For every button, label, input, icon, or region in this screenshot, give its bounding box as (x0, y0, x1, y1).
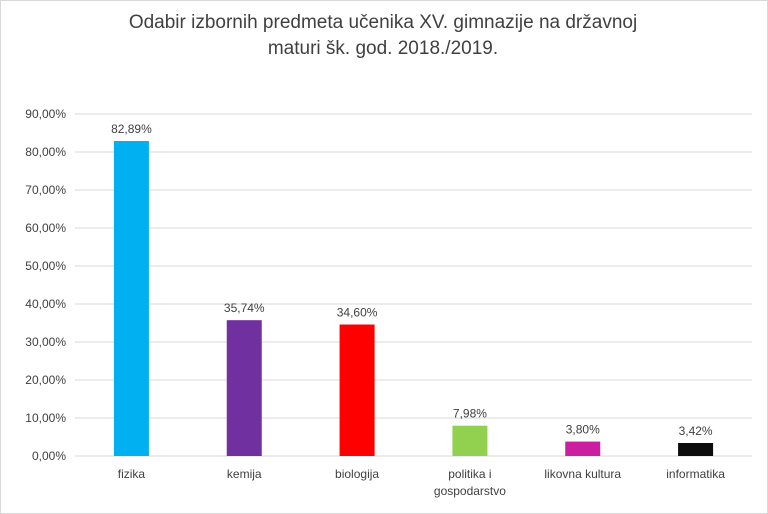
bar (452, 426, 487, 456)
y-tick-label: 40,00% (25, 297, 66, 311)
gridlines (75, 114, 752, 456)
y-tick-label: 10,00% (25, 411, 66, 425)
y-tick-label: 20,00% (25, 373, 66, 387)
bar (340, 325, 375, 456)
y-tick-label: 80,00% (25, 145, 66, 159)
y-tick-label: 30,00% (25, 335, 66, 349)
x-tick-label: biologija (335, 467, 379, 481)
bar (227, 320, 262, 456)
data-label: 3,80% (566, 423, 600, 437)
data-label: 82,89% (111, 122, 152, 136)
bars (114, 141, 713, 456)
data-label: 3,42% (679, 424, 713, 438)
bar (565, 442, 600, 456)
data-label: 34,60% (337, 306, 378, 320)
y-tick-label: 0,00% (32, 449, 66, 463)
y-tick-label: 90,00% (25, 107, 66, 121)
x-axis-category-labels: fizika kemija biologija politika i gospodars… (118, 467, 726, 498)
x-tick-label: informatika (666, 467, 725, 481)
data-label: 7,98% (453, 407, 487, 421)
x-tick-label: kemija (227, 467, 262, 481)
y-axis-tick-labels: 0,00% 10,00% 20,00% 30,00% 40,00% 50,00% 60,00… (25, 107, 66, 463)
x-tick-label: likovna kultura (544, 467, 621, 481)
x-tick-label: politika i gospodarstvo (434, 467, 506, 498)
y-tick-label: 70,00% (25, 183, 66, 197)
y-tick-label: 60,00% (25, 221, 66, 235)
bar (114, 141, 149, 456)
x-tick-label: fizika (118, 467, 146, 481)
bar (678, 443, 713, 456)
data-labels: 82,89% 35,74% 34,60% 7,98% 3,80% 3,42% (111, 122, 713, 438)
data-label: 35,74% (224, 301, 265, 315)
y-tick-label: 50,00% (25, 259, 66, 273)
